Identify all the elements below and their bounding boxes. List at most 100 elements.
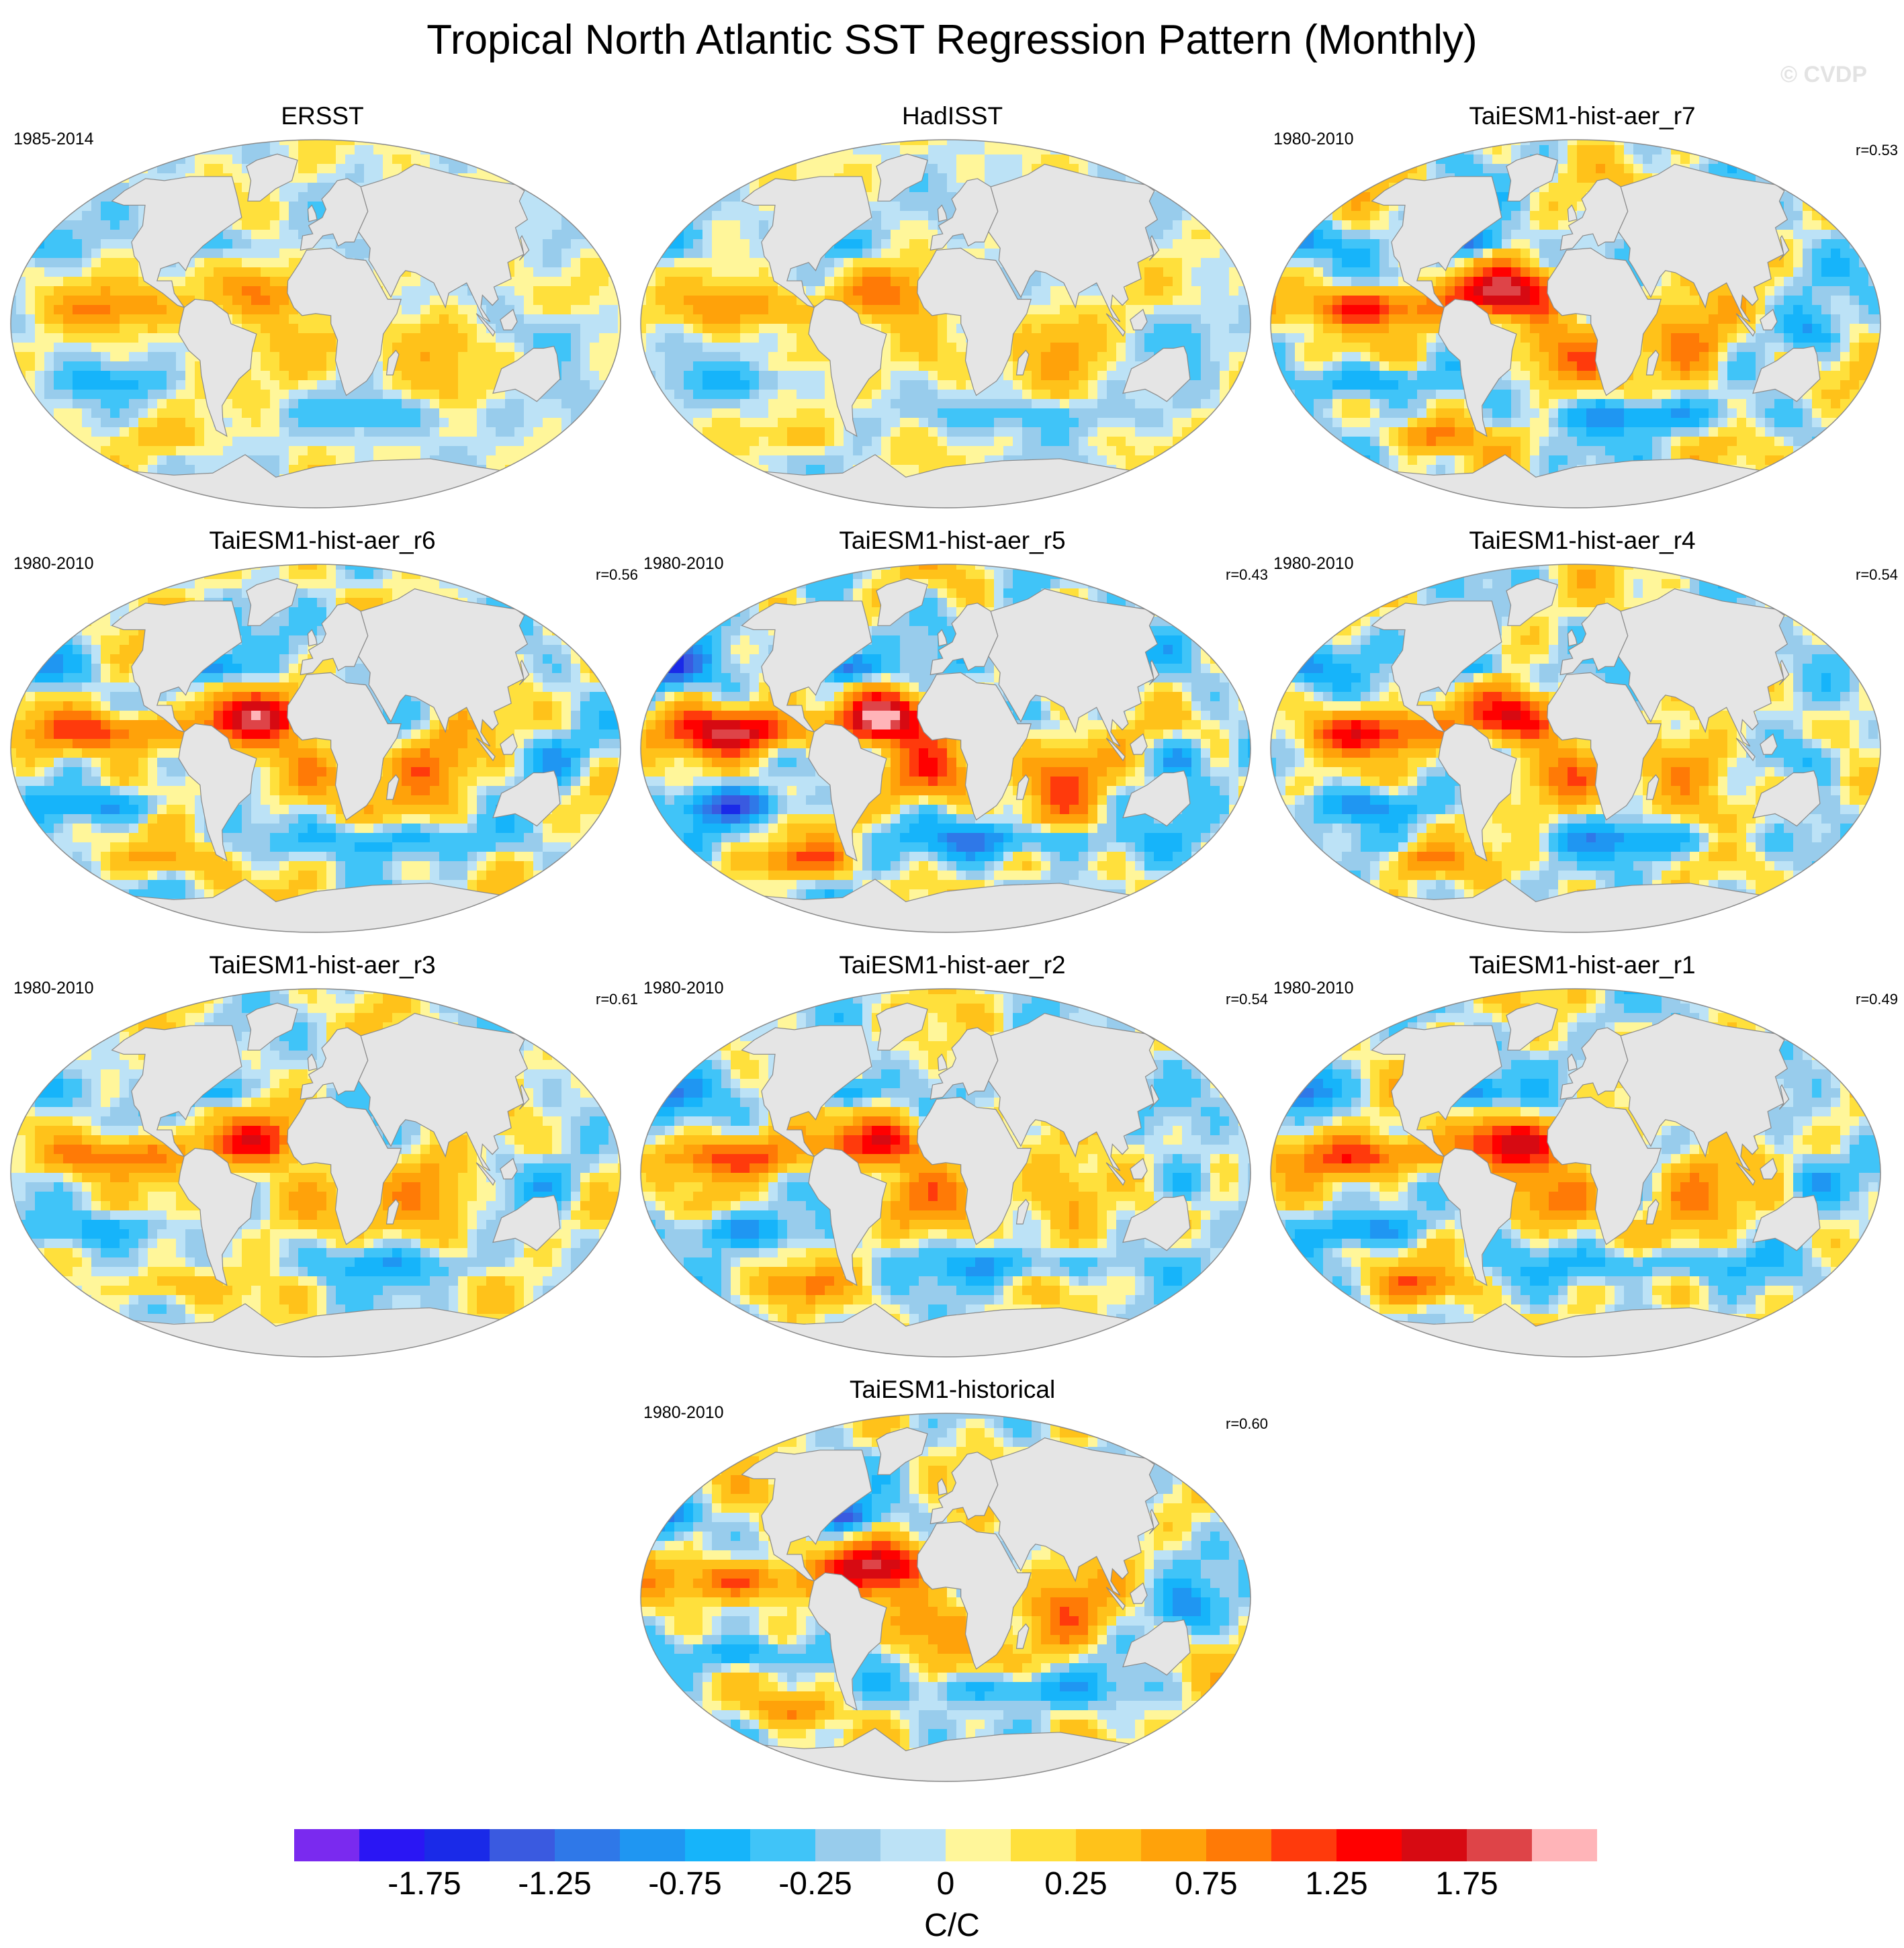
colorbar-swatch [1467, 1829, 1532, 1861]
map-border [1270, 139, 1881, 508]
map-border [640, 564, 1251, 933]
panel-period: 1980-2010 [643, 1403, 724, 1423]
ocean-field [641, 1413, 1251, 1781]
panel-title: TaiESM1-hist-aer_r3 [7, 950, 638, 981]
land-mask [741, 1427, 1191, 1781]
ocean-field [1271, 989, 1880, 1357]
map-panel: TaiESM1-hist-aer_r3 1980-2010 r=0.61 [7, 950, 638, 1366]
panel-title: TaiESM1-hist-aer_r7 [1267, 101, 1898, 132]
watermark: © CVDP [1780, 62, 1867, 88]
land-mask [741, 1002, 1191, 1357]
colorbar-tick-label: -1.75 [388, 1864, 461, 1904]
panel-title: TaiESM1-hist-aer_r2 [637, 950, 1268, 981]
colorbar-swatch [1076, 1829, 1141, 1861]
pattern-correlation: r=0.56 [596, 566, 638, 584]
colorbar-tick-label: 0.25 [1044, 1864, 1107, 1904]
land-mask [1371, 1002, 1821, 1357]
panel-period: 1980-2010 [643, 554, 724, 574]
colorbar-tick-label: 1.25 [1305, 1864, 1367, 1904]
map-panel: ERSST 1985-2014 [7, 101, 638, 517]
colorbar-swatch [555, 1829, 620, 1861]
map-panel: TaiESM1-hist-aer_r5 1980-2010 r=0.43 [637, 525, 1268, 942]
land-mask [1371, 153, 1821, 508]
pattern-correlation: r=0.61 [596, 990, 638, 1009]
map-panel: TaiESM1-hist-aer_r6 1980-2010 r=0.56 [7, 525, 638, 942]
colorbar-swatch [359, 1829, 424, 1861]
colorbar-swatch [946, 1829, 1011, 1861]
ocean-field [641, 989, 1251, 1357]
map-border [1270, 564, 1881, 933]
colorbar-tick-label: 1.75 [1435, 1864, 1498, 1904]
colorbar-swatch [1011, 1829, 1076, 1861]
colorbar-tick-label: -0.25 [778, 1864, 852, 1904]
sst-regression-map [640, 988, 1251, 1358]
map-panel: TaiESM1-hist-aer_r4 1980-2010 r=0.54 [1267, 525, 1898, 942]
land-mask [741, 578, 1191, 932]
pattern-correlation: r=0.53 [1856, 141, 1898, 160]
panel-period: 1980-2010 [1273, 554, 1354, 574]
colorbar-swatch [1206, 1829, 1271, 1861]
colorbar-swatch [685, 1829, 750, 1861]
colorbar-swatch [620, 1829, 685, 1861]
panel-title: TaiESM1-hist-aer_r5 [637, 525, 1268, 556]
panel-period: 1980-2010 [1273, 129, 1354, 149]
colorbar-swatch [1402, 1829, 1467, 1861]
ocean-field [1271, 564, 1880, 932]
panel-title: TaiESM1-historical [637, 1374, 1268, 1405]
sst-regression-map [1270, 139, 1881, 508]
figure-title: Tropical North Atlantic SST Regression P… [0, 13, 1904, 67]
ocean-field [11, 564, 621, 932]
colorbar-swatch [294, 1829, 359, 1861]
colorbar-swatch [880, 1829, 946, 1861]
sst-regression-map [1270, 988, 1881, 1358]
colorbar-swatch [1336, 1829, 1402, 1861]
sst-regression-map [10, 564, 621, 933]
colorbar-tick-label: 0.75 [1175, 1864, 1237, 1904]
ocean-field [11, 989, 621, 1357]
map-border [640, 139, 1251, 508]
map-panel: TaiESM1-historical 1980-2010 r=0.60 [637, 1374, 1268, 1791]
map-panel: TaiESM1-hist-aer_r2 1980-2010 r=0.54 [637, 950, 1268, 1366]
panel-period: 1985-2014 [13, 129, 94, 149]
pattern-correlation: r=0.49 [1856, 990, 1898, 1009]
panel-period: 1980-2010 [1273, 978, 1354, 998]
colorbar-tick-label: -1.25 [518, 1864, 591, 1904]
colorbar-swatch [490, 1829, 555, 1861]
colorbar-swatch [424, 1829, 490, 1861]
ocean-field [1271, 140, 1880, 508]
ocean-field [11, 140, 621, 508]
pattern-correlation: r=0.54 [1856, 566, 1898, 584]
sst-regression-map [640, 1413, 1251, 1782]
colorbar-swatch [750, 1829, 815, 1861]
colorbar-tick-labels: -1.75 -1.25 -0.75 -0.25 0 0.25 0.75 1.25 1.75 [0, 1864, 1904, 1911]
panel-title: HadISST [637, 101, 1268, 132]
panel-title: TaiESM1-hist-aer_r1 [1267, 950, 1898, 981]
panel-title: ERSST [7, 101, 638, 132]
sst-regression-map [640, 139, 1251, 508]
map-border [10, 564, 621, 933]
map-border [10, 988, 621, 1358]
colorbar-swatch [1271, 1829, 1336, 1861]
map-panel: TaiESM1-hist-aer_r7 1980-2010 r=0.53 [1267, 101, 1898, 517]
pattern-correlation: r=0.54 [1226, 990, 1268, 1009]
map-border [640, 988, 1251, 1358]
pattern-correlation: r=0.60 [1226, 1415, 1268, 1433]
land-mask [111, 578, 561, 932]
colorbar-tick-label: -0.75 [648, 1864, 721, 1904]
colorbar-tick-label: 0 [937, 1864, 955, 1904]
panel-period: 1980-2010 [643, 978, 724, 998]
colorbar-units: C/C [0, 1906, 1904, 1945]
panel-period: 1980-2010 [13, 978, 94, 998]
colorbar-swatch [1141, 1829, 1206, 1861]
map-border [1270, 988, 1881, 1358]
sst-regression-map [10, 139, 621, 508]
land-mask [1371, 578, 1821, 932]
sst-regression-map [1270, 564, 1881, 933]
colorbar-swatch [1532, 1829, 1597, 1861]
land-mask [111, 1002, 561, 1357]
panel-period: 1980-2010 [13, 554, 94, 574]
land-mask [111, 153, 561, 508]
map-border [10, 139, 621, 508]
map-panel: HadISST [637, 101, 1268, 517]
colorbar [294, 1829, 1597, 1861]
